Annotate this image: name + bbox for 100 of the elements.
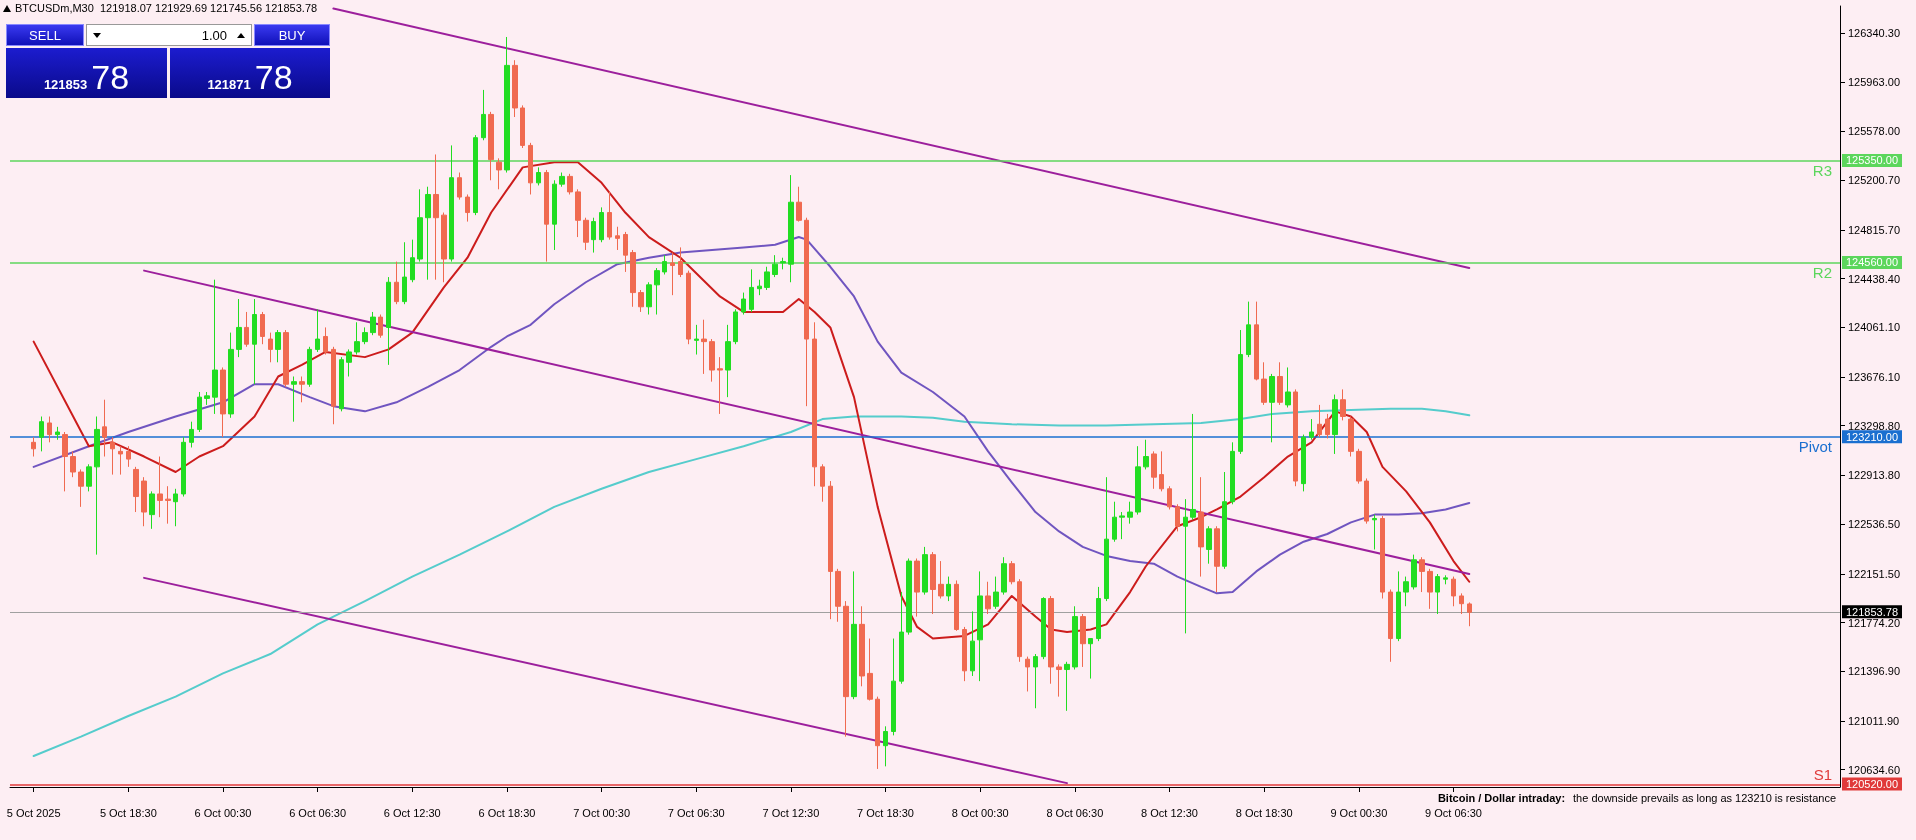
y-tick-label: 125963.00	[1848, 75, 1900, 88]
x-tick-label: 5 Oct 2025	[6, 806, 61, 819]
candlestick	[496, 157, 502, 190]
candlestick	[1451, 576, 1456, 607]
candlestick	[757, 279, 762, 296]
ref-line-label: Pivot	[1798, 438, 1833, 456]
candlestick	[1159, 450, 1164, 492]
candlestick	[977, 570, 983, 682]
candlestick	[575, 188, 581, 238]
candlestick	[339, 356, 344, 412]
annotation: 121853	[43, 77, 88, 92]
candlestick	[133, 466, 139, 513]
y-tick-label: 124438.40	[1848, 272, 1900, 285]
annotation: 121871	[207, 77, 251, 92]
candlestick	[220, 366, 226, 438]
x-tick-label: 7 Oct 18:30	[857, 806, 914, 819]
x-tick-label: 8 Oct 12:30	[1141, 806, 1198, 819]
candlestick	[260, 311, 265, 345]
candlestick	[1190, 413, 1196, 521]
candlestick	[94, 416, 100, 556]
candlestick	[970, 610, 975, 677]
x-tick-label: 6 Oct 06:30	[289, 806, 347, 819]
candlestick	[891, 638, 896, 736]
candlestick	[425, 186, 431, 281]
annotation: 78	[91, 58, 130, 96]
candlestick	[1435, 573, 1440, 615]
candlestick	[1467, 601, 1472, 627]
y-tick-label: 126340.30	[1848, 27, 1900, 40]
candlestick	[954, 579, 959, 632]
candlestick	[417, 188, 423, 263]
candlestick	[859, 605, 865, 687]
line-series	[32, 407, 1471, 758]
candlestick	[993, 576, 999, 610]
annotation: BUY	[254, 24, 330, 46]
candlestick	[118, 445, 123, 476]
candlestick	[615, 226, 620, 251]
candlestick	[1277, 361, 1283, 406]
candlestick	[1198, 476, 1204, 578]
candlestick	[741, 292, 746, 316]
candlestick	[252, 298, 257, 385]
candlestick	[141, 476, 147, 527]
candlestick	[346, 348, 352, 377]
candlestick	[843, 600, 849, 738]
candlestick	[1246, 301, 1251, 358]
candlestick	[1293, 388, 1298, 487]
candlestick	[1340, 388, 1346, 421]
candlestick	[1119, 511, 1125, 540]
candlestick	[1214, 525, 1220, 593]
y-tick-label: 122536.50	[1848, 518, 1900, 531]
candlestick	[1143, 439, 1149, 470]
x-tick-label: 6 Oct 18:30	[478, 806, 536, 819]
candlestick	[1380, 515, 1385, 600]
candlestick	[1064, 661, 1070, 712]
ref-line-label: R2	[1812, 263, 1832, 281]
candlestick	[1403, 576, 1409, 607]
candlestick	[1411, 554, 1417, 590]
candlestick	[1088, 638, 1093, 680]
candlestick	[1285, 366, 1291, 408]
candlestick	[386, 276, 391, 366]
candlestick	[654, 267, 660, 316]
candlestick	[922, 546, 928, 596]
candlestick	[204, 391, 210, 406]
candlestick	[623, 231, 628, 273]
candlestick	[62, 431, 68, 492]
y-tick-label: 121396.90	[1848, 665, 1900, 678]
candlestick	[228, 332, 234, 419]
candlestick	[173, 488, 178, 527]
candlestick	[55, 426, 60, 441]
candlestick	[1175, 503, 1180, 532]
candlestick	[1348, 416, 1354, 458]
candlestick	[86, 463, 92, 492]
x-tick-label: 7 Oct 12:30	[762, 806, 820, 819]
x-tick-label: 6 Oct 12:30	[383, 806, 441, 819]
candlestick	[607, 191, 612, 241]
candlestick	[512, 59, 518, 118]
candlestick	[1356, 448, 1362, 485]
candlestick	[465, 193, 470, 223]
candlestick	[126, 445, 131, 468]
x-tick-label: 9 Oct 00:30	[1330, 806, 1388, 819]
candlestick	[914, 558, 920, 618]
candlestick	[552, 179, 557, 251]
candlestick	[867, 638, 873, 702]
candlestick	[1025, 656, 1030, 692]
candlestick	[528, 142, 533, 195]
candlestick	[402, 241, 407, 305]
y-tick-label: 120634.60	[1848, 763, 1900, 776]
candlestick	[39, 416, 44, 452]
candlestick	[764, 266, 770, 291]
candlestick	[899, 591, 904, 685]
candlestick	[946, 576, 951, 602]
candlestick	[31, 436, 36, 458]
candlestick	[441, 212, 447, 283]
candlestick	[299, 375, 305, 403]
candlestick	[78, 468, 84, 508]
candlestick	[1033, 653, 1038, 709]
candlestick	[394, 261, 399, 305]
candlestick	[1096, 586, 1101, 642]
candlestick	[630, 249, 636, 308]
candlestick	[481, 89, 486, 141]
y-tick-label: 123298.80	[1848, 419, 1900, 432]
